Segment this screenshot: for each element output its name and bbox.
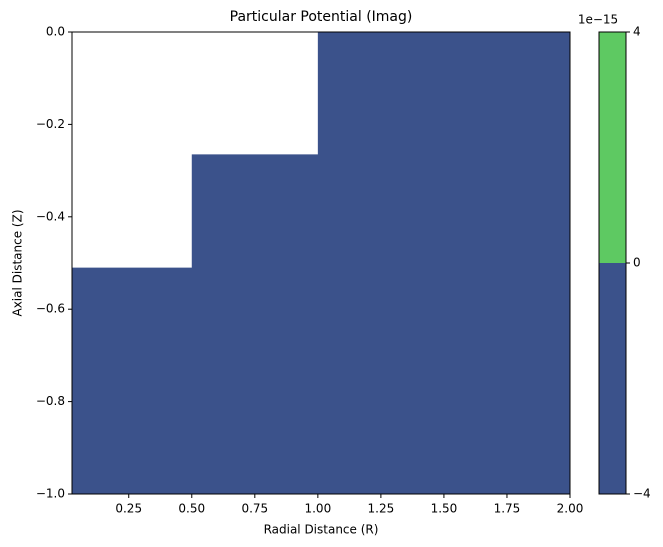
x-tick-label: 0.75: [241, 502, 268, 516]
colorbar-tick-label: 0: [633, 256, 641, 270]
plot-frame: [71, 31, 571, 495]
x-tick-label: 0.50: [178, 502, 205, 516]
chart-title: Particular Potential (Imag): [230, 9, 413, 25]
colorbar-band: [599, 263, 626, 494]
y-tick-label: −0.6: [36, 302, 65, 316]
colorbar-tick-label: −4: [633, 487, 651, 501]
y-tick-label: −0.8: [36, 394, 65, 408]
y-tick-label: −1.0: [36, 487, 65, 501]
y-tick-label: 0.0: [46, 25, 65, 39]
x-tick-label: 1.25: [368, 502, 395, 516]
x-tick-label: 0.25: [115, 502, 142, 516]
x-tick-label: 2.00: [557, 502, 584, 516]
filled-region: [72, 32, 570, 494]
x-tick-label: 1.00: [304, 502, 331, 516]
x-axis-label: Radial Distance (R): [264, 523, 379, 537]
x-tick-label: 1.75: [494, 502, 521, 516]
colorbar-tick-label: 4: [633, 25, 641, 39]
y-axis-label: Axial Distance (Z): [11, 209, 25, 316]
y-tick-label: −0.2: [36, 117, 65, 131]
colorbar-offset: 1e−15: [578, 13, 618, 27]
colorbar-band: [599, 32, 626, 263]
x-tick-label: 1.50: [431, 502, 458, 516]
y-tick-label: −0.4: [36, 209, 65, 223]
